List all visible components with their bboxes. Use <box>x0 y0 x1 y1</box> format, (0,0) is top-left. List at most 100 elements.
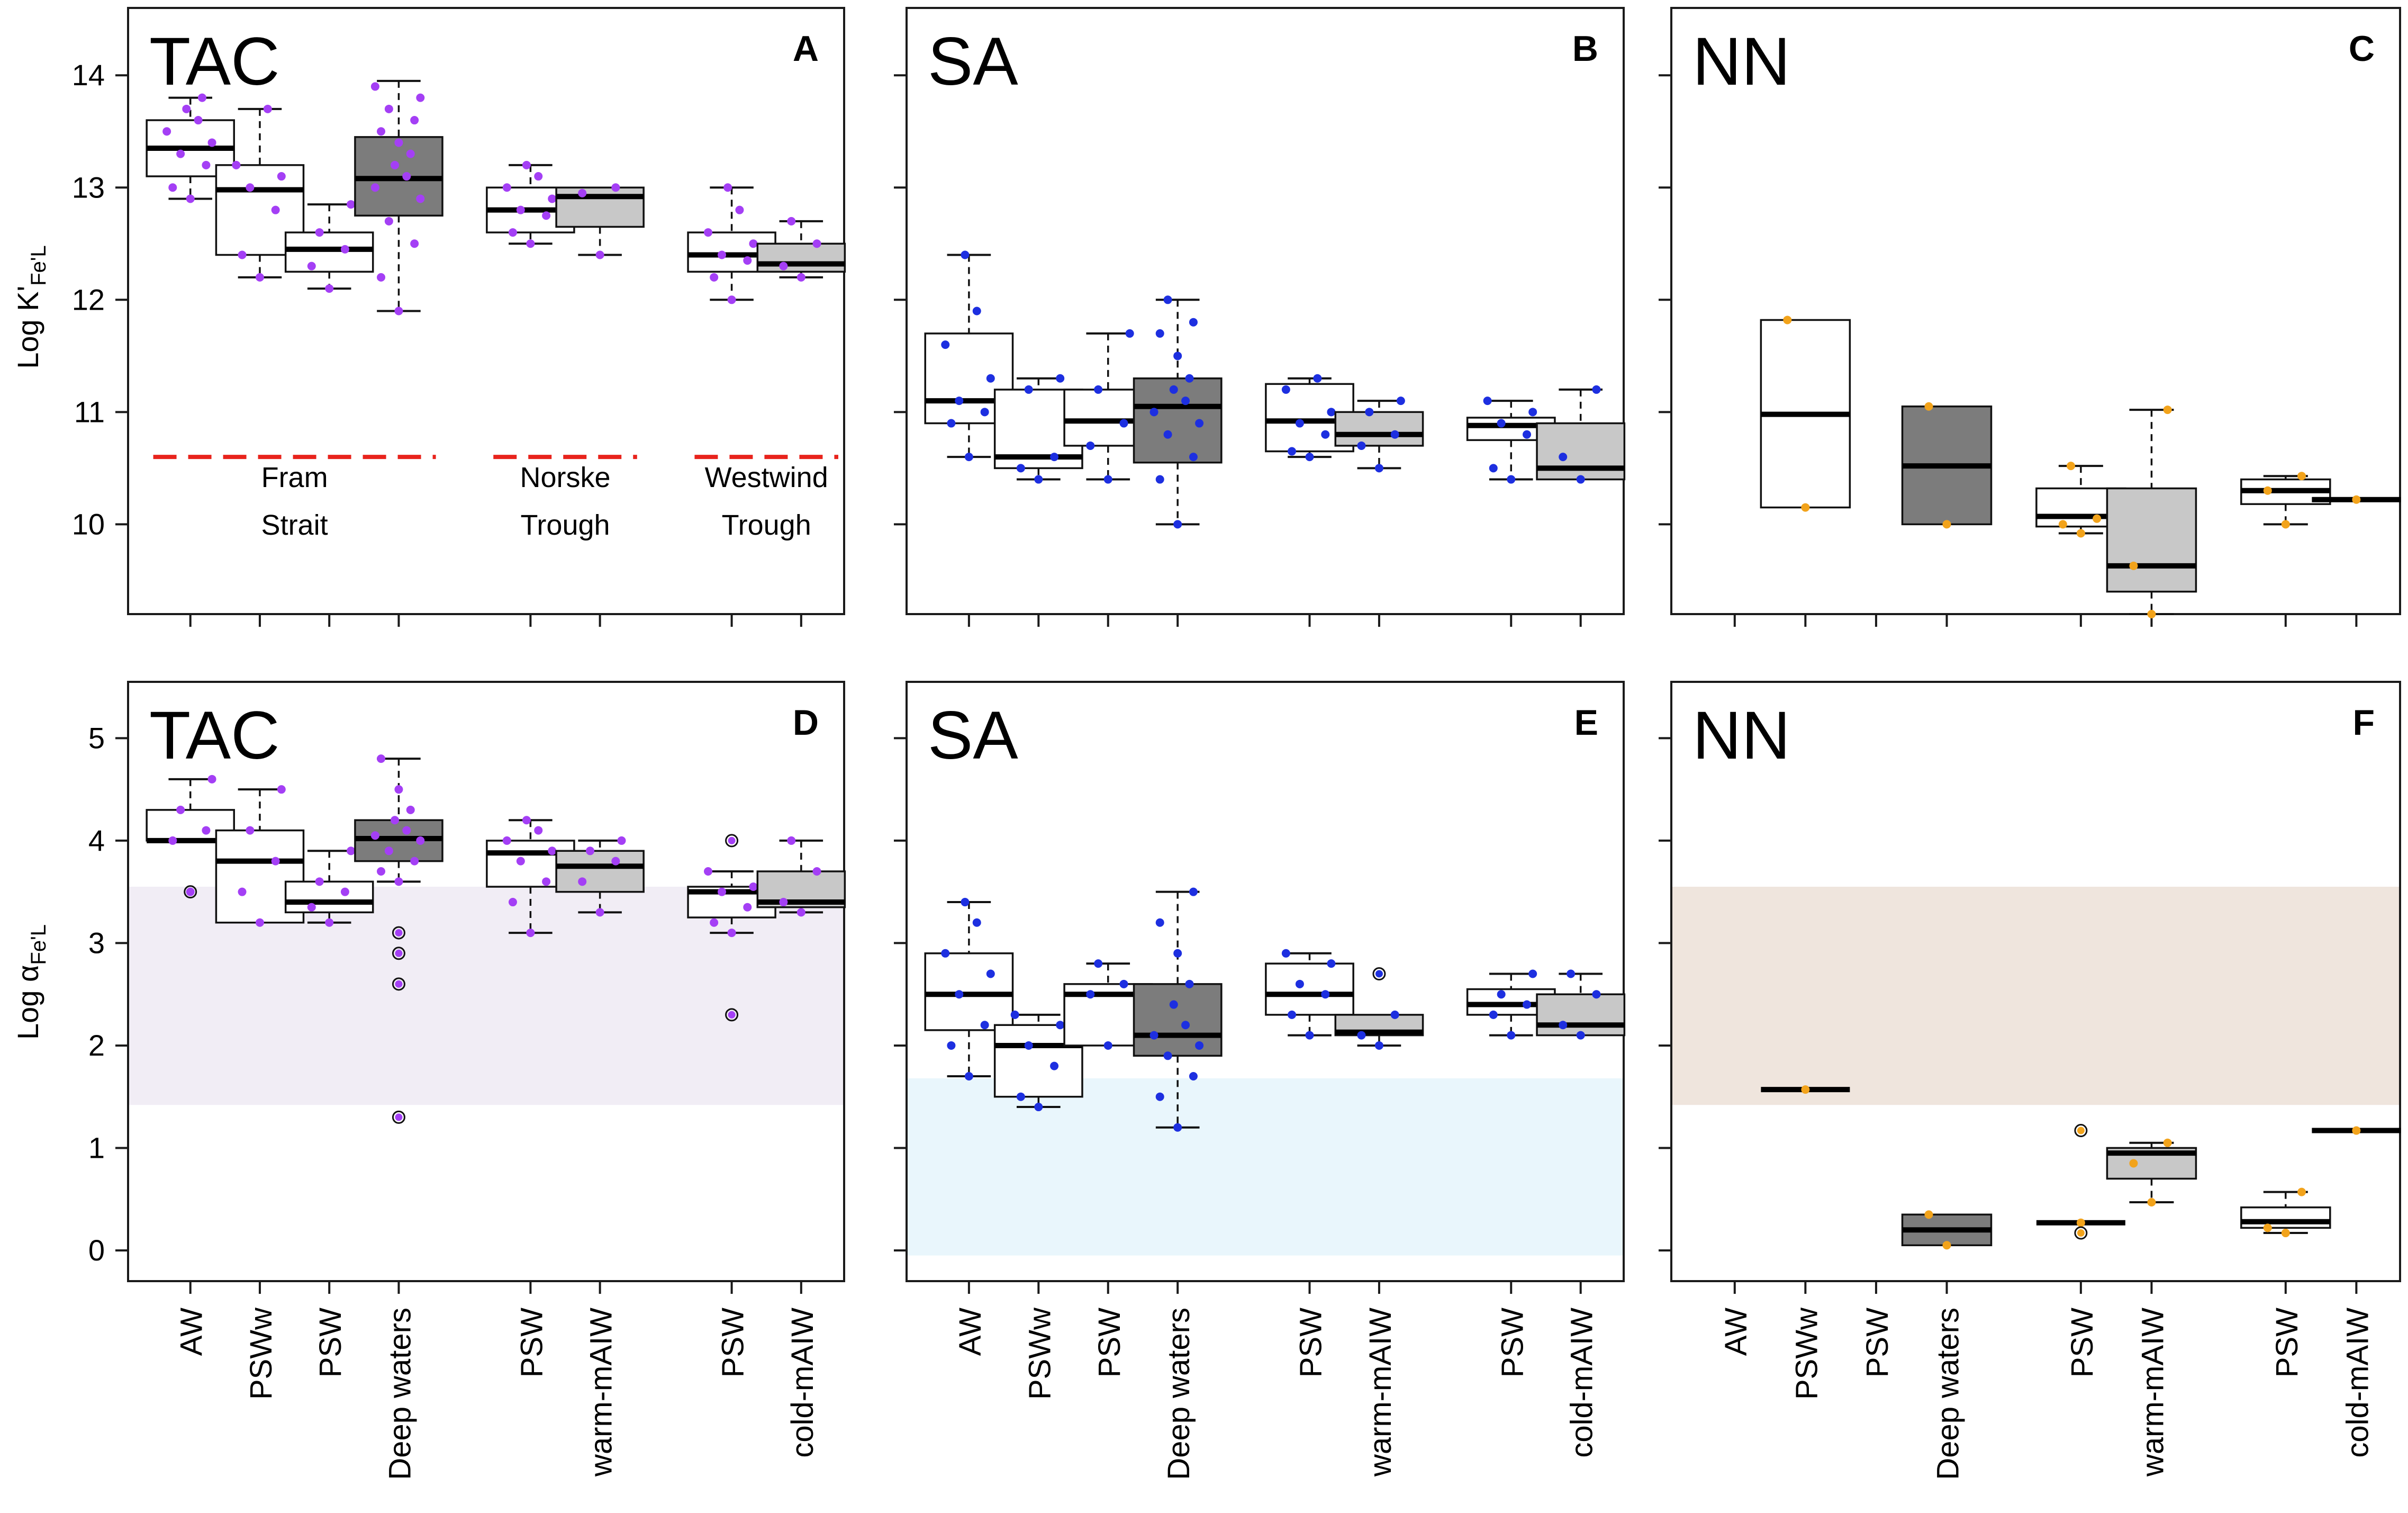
data-point <box>1390 430 1399 439</box>
plot-frame <box>127 7 845 615</box>
data-point <box>197 93 206 102</box>
box-cold-maiw <box>1536 385 1626 484</box>
plot-frame <box>127 681 845 1282</box>
data-point <box>2163 1138 2172 1147</box>
x-category-label: Deep waters <box>1162 1308 1196 1480</box>
data-point <box>384 846 393 855</box>
outlier-point <box>395 1113 403 1121</box>
outlier-marker <box>725 834 739 848</box>
y-tick-label: 10 <box>72 507 105 541</box>
data-point <box>340 887 349 896</box>
data-point <box>502 836 511 845</box>
data-point <box>2066 462 2075 471</box>
data-point <box>347 846 356 855</box>
data-point <box>394 785 403 794</box>
data-point <box>347 200 356 209</box>
data-point <box>1163 1051 1172 1060</box>
data-point <box>1181 1021 1190 1030</box>
box-deep-waters <box>354 79 443 316</box>
box-aw <box>146 93 235 203</box>
data-point <box>1163 295 1172 304</box>
data-point <box>508 228 517 237</box>
data-point <box>1497 419 1506 428</box>
data-point <box>1016 464 1025 473</box>
data-point <box>1390 1010 1399 1019</box>
iqr-box <box>284 231 374 273</box>
data-point <box>727 929 736 938</box>
data-point <box>1489 464 1498 473</box>
data-point <box>964 1071 973 1080</box>
panel-letter: A <box>793 29 819 69</box>
iqr-box <box>756 242 846 273</box>
data-point <box>2263 486 2272 495</box>
data-point <box>1155 1092 1164 1101</box>
panel-e: SA E AW PSWw PSW Deep waters PSW warm-mAIW PSW co… <box>894 681 1626 1480</box>
data-point <box>1173 949 1182 958</box>
data-point <box>980 1021 989 1030</box>
data-point <box>1592 385 1601 394</box>
data-point <box>1321 990 1330 999</box>
data-point <box>402 172 411 181</box>
y-tick-label: 4 <box>88 824 105 857</box>
data-point <box>307 262 316 271</box>
data-point <box>1374 464 1383 473</box>
data-point <box>1024 385 1033 394</box>
data-point <box>1155 329 1164 338</box>
data-point <box>394 877 403 886</box>
y-axis-title-bottom-subscript: Fe'L <box>27 924 50 965</box>
data-point <box>263 104 272 113</box>
outlier-point <box>728 836 736 844</box>
data-point <box>1305 1031 1314 1040</box>
iqr-box <box>1133 377 1223 464</box>
x-category-label: cold-mAIW <box>1565 1308 1599 1458</box>
y-tick-label: 14 <box>72 58 105 92</box>
outlier-marker <box>2074 1226 2088 1240</box>
data-point <box>542 211 551 220</box>
data-point <box>2147 1198 2156 1207</box>
data-point <box>1173 352 1182 361</box>
data-point <box>1086 441 1095 450</box>
data-point <box>377 754 386 763</box>
iqr-box <box>284 880 374 914</box>
y-tick-label: 0 <box>88 1233 105 1267</box>
data-point <box>1169 1000 1178 1009</box>
data-point <box>980 408 989 417</box>
box-cold-maiw <box>2312 1126 2401 1135</box>
data-point <box>238 250 247 259</box>
data-point <box>162 127 171 136</box>
outlier-marker <box>392 977 405 991</box>
outlier-marker <box>2074 1124 2088 1138</box>
data-point <box>246 826 255 835</box>
x-category-label: warm-mAIW <box>1363 1308 1398 1477</box>
data-point <box>779 262 788 271</box>
region-label: Strait <box>261 509 328 541</box>
data-point <box>1189 1071 1198 1080</box>
data-point <box>1357 441 1366 450</box>
data-point <box>542 877 551 886</box>
shaded-range-band <box>907 1078 1624 1256</box>
box-deep-waters <box>354 754 443 1124</box>
data-point <box>1924 1210 1933 1219</box>
x-category-label: PSW <box>1860 1308 1895 1377</box>
x-category-label: PSWw <box>244 1307 278 1400</box>
data-point <box>1567 969 1576 978</box>
data-point <box>1016 1092 1025 1101</box>
data-point <box>1103 475 1112 484</box>
data-point <box>548 846 557 855</box>
x-category-label: cold-mAIW <box>2340 1308 2375 1458</box>
x-category-label: PSW <box>1294 1308 1328 1377</box>
panel-title: TAC <box>149 698 280 773</box>
data-point <box>1050 1061 1059 1070</box>
data-point <box>1507 475 1516 484</box>
y-tick-label: 11 <box>74 395 105 428</box>
box-warm-maiw <box>1334 397 1424 473</box>
data-point <box>611 183 620 192</box>
data-point <box>548 194 557 203</box>
data-point <box>394 138 403 147</box>
panel-b: SA B <box>894 7 1626 627</box>
box-cold-maiw <box>756 217 846 282</box>
x-category-label: AW <box>175 1308 209 1356</box>
data-point <box>972 307 981 316</box>
panel-letter: F <box>2352 703 2375 743</box>
data-point <box>1288 447 1297 456</box>
